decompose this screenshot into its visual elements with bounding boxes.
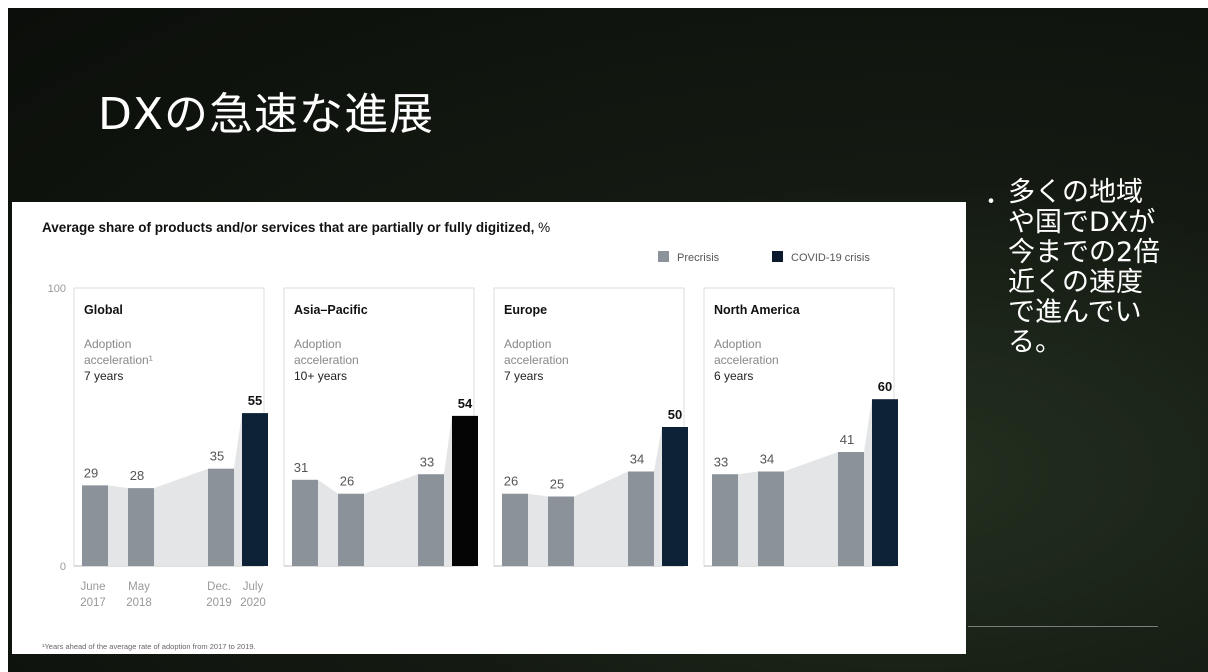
bar-europe-1: [548, 496, 574, 566]
footnote: ¹Years ahead of the average rate of adop…: [42, 642, 256, 651]
chart-svg: 0 100 29 28 35 55 Global Adoption acceleration¹ 7…: [48, 283, 898, 609]
x-tick-label-3-0: July: [243, 581, 264, 593]
bar-label-europe-0: 26: [504, 474, 518, 489]
area-global: [82, 413, 242, 566]
panel-accel-value-europe: 7 years: [504, 369, 543, 383]
panel-region-europe: Europe: [504, 303, 547, 317]
bar-global-1: [128, 488, 154, 566]
chart-panel: Average share of products and/or service…: [12, 202, 966, 654]
panel-accel-label-1-global: Adoption: [84, 337, 131, 351]
bar-asia-pacific-2: [418, 474, 444, 566]
bar-north-america-3: [872, 399, 898, 566]
bar-europe-0: [502, 493, 528, 566]
area-asia-pacific: [292, 415, 452, 566]
bar-label-europe-2: 34: [630, 451, 644, 466]
x-tick-label-2-0: Dec.: [207, 581, 231, 593]
x-tick-label-0-1: 2017: [80, 597, 106, 609]
panel-accel-label-2-north-america: acceleration: [714, 353, 779, 367]
slide: DXの急速な進展 Average share of products and/o…: [8, 8, 1208, 672]
bar-europe-3: [662, 427, 688, 566]
bar-label-europe-1: 25: [550, 477, 564, 492]
legend-covid-label: COVID-19 crisis: [791, 252, 870, 264]
bar-label-north-america-1: 34: [760, 451, 774, 466]
bar-label-global-3: 55: [248, 393, 262, 408]
area-north-america: [712, 399, 872, 566]
panel-accel-value-asia-pacific: 10+ years: [294, 369, 347, 383]
x-tick-label-0-0: June: [81, 581, 106, 593]
bar-label-global-0: 29: [84, 465, 98, 480]
legend-covid-swatch: [772, 251, 783, 262]
panel-region-north-america: North America: [714, 303, 801, 317]
panel-accel-label-2-global: acceleration¹: [84, 353, 153, 367]
bar-label-global-2: 35: [210, 449, 224, 464]
chart-title-unit: %: [538, 220, 551, 235]
panel-accel-value-global: 7 years: [84, 369, 123, 383]
panel-region-asia-pacific: Asia–Pacific: [294, 303, 368, 317]
bullet-text: 多くの地域 や国でDXが 今までの2倍 近くの速度 で進んでい る。: [1008, 177, 1161, 358]
panel-accel-label-1-north-america: Adoption: [714, 337, 761, 351]
chart-title: Average share of products and/or service…: [42, 220, 550, 235]
x-tick-label-2-1: 2019: [206, 597, 232, 609]
legend-precrisis: Precrisis: [658, 251, 719, 264]
bar-asia-pacific-0: [292, 479, 318, 566]
divider-line: [968, 626, 1158, 627]
bar-global-0: [82, 485, 108, 566]
panel-accel-label-2-europe: acceleration: [504, 353, 569, 367]
bar-north-america-0: [712, 474, 738, 566]
panel-region-global: Global: [84, 303, 123, 317]
bar-label-asia-pacific-0: 31: [294, 460, 308, 475]
panel-accel-label-1-asia-pacific: Adoption: [294, 337, 341, 351]
area-europe: [502, 427, 662, 566]
bar-asia-pacific-1: [338, 493, 364, 566]
bar-label-asia-pacific-1: 26: [340, 474, 354, 489]
legend-precrisis-label: Precrisis: [677, 252, 720, 264]
bar-europe-2: [628, 471, 654, 566]
bar-label-north-america-3: 60: [878, 379, 892, 394]
bar-label-europe-3: 50: [668, 407, 682, 422]
y-tick-label-0: 0: [60, 561, 66, 573]
bar-north-america-1: [758, 471, 784, 566]
bar-global-2: [208, 468, 234, 566]
bar-asia-pacific-3: [452, 415, 478, 566]
panel-accel-value-north-america: 6 years: [714, 369, 753, 383]
bar-global-3: [242, 413, 268, 566]
x-tick-label-1-1: 2018: [126, 597, 152, 609]
x-tick-label-1-0: May: [128, 581, 150, 593]
panel-accel-label-2-asia-pacific: acceleration: [294, 353, 359, 367]
slide-title: DXの急速な進展: [98, 89, 435, 140]
bar-label-asia-pacific-3: 54: [458, 396, 473, 411]
legend-precrisis-swatch: [658, 251, 669, 262]
bar-label-global-1: 28: [130, 468, 144, 483]
legend-covid: COVID-19 crisis: [772, 251, 870, 264]
y-tick-label-100: 100: [48, 283, 66, 295]
chart-title-text: Average share of products and/or service…: [42, 220, 535, 235]
bar-label-asia-pacific-2: 33: [420, 454, 434, 469]
bar-north-america-2: [838, 452, 864, 566]
bar-label-north-america-2: 41: [840, 432, 854, 447]
bar-label-north-america-0: 33: [714, 454, 728, 469]
bullet-marker: ・: [980, 190, 1003, 215]
x-tick-label-3-1: 2020: [240, 597, 266, 609]
panel-accel-label-1-europe: Adoption: [504, 337, 551, 351]
